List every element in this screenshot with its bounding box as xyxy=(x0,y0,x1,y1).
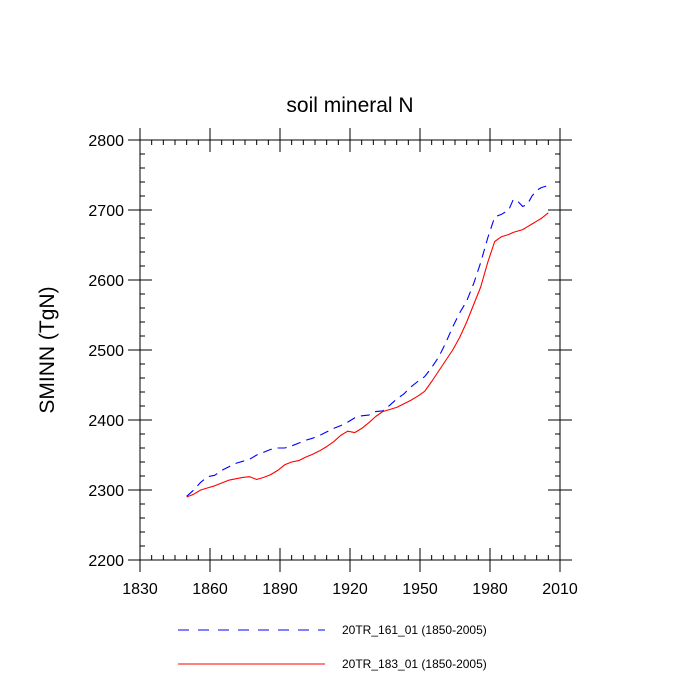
x-tick-label: 1950 xyxy=(402,581,438,598)
y-tick-label: 2700 xyxy=(88,203,124,220)
legend-label-20tr-161: 20TR_161_01 (1850-2005) xyxy=(342,623,487,637)
series-line-20tr-161 xyxy=(186,184,549,497)
y-tick-label: 2500 xyxy=(88,343,124,360)
y-tick-label: 2600 xyxy=(88,273,124,290)
chart-title: soil mineral N xyxy=(286,94,413,117)
y-tick-label: 2300 xyxy=(88,483,124,500)
x-tick-label: 1920 xyxy=(332,581,368,598)
plot-frame xyxy=(139,139,561,561)
x-tick-label: 1860 xyxy=(192,581,228,598)
legend: 20TR_161_01 (1850-2005) 20TR_183_01 (185… xyxy=(178,623,487,671)
y-axis-label: SMINN (TgN) xyxy=(36,286,59,413)
legend-label-20tr-183: 20TR_183_01 (1850-2005) xyxy=(342,657,487,671)
x-tick-label: 2010 xyxy=(542,581,578,598)
series-line-20tr-183 xyxy=(186,212,549,498)
y-tick-label: 2400 xyxy=(88,413,124,430)
x-tick-label: 1890 xyxy=(262,581,298,598)
y-tick-label: 2800 xyxy=(88,133,124,150)
x-tick-label: 1980 xyxy=(472,581,508,598)
x-tick-label: 1830 xyxy=(122,581,158,598)
y-tick-label: 2200 xyxy=(88,553,124,570)
